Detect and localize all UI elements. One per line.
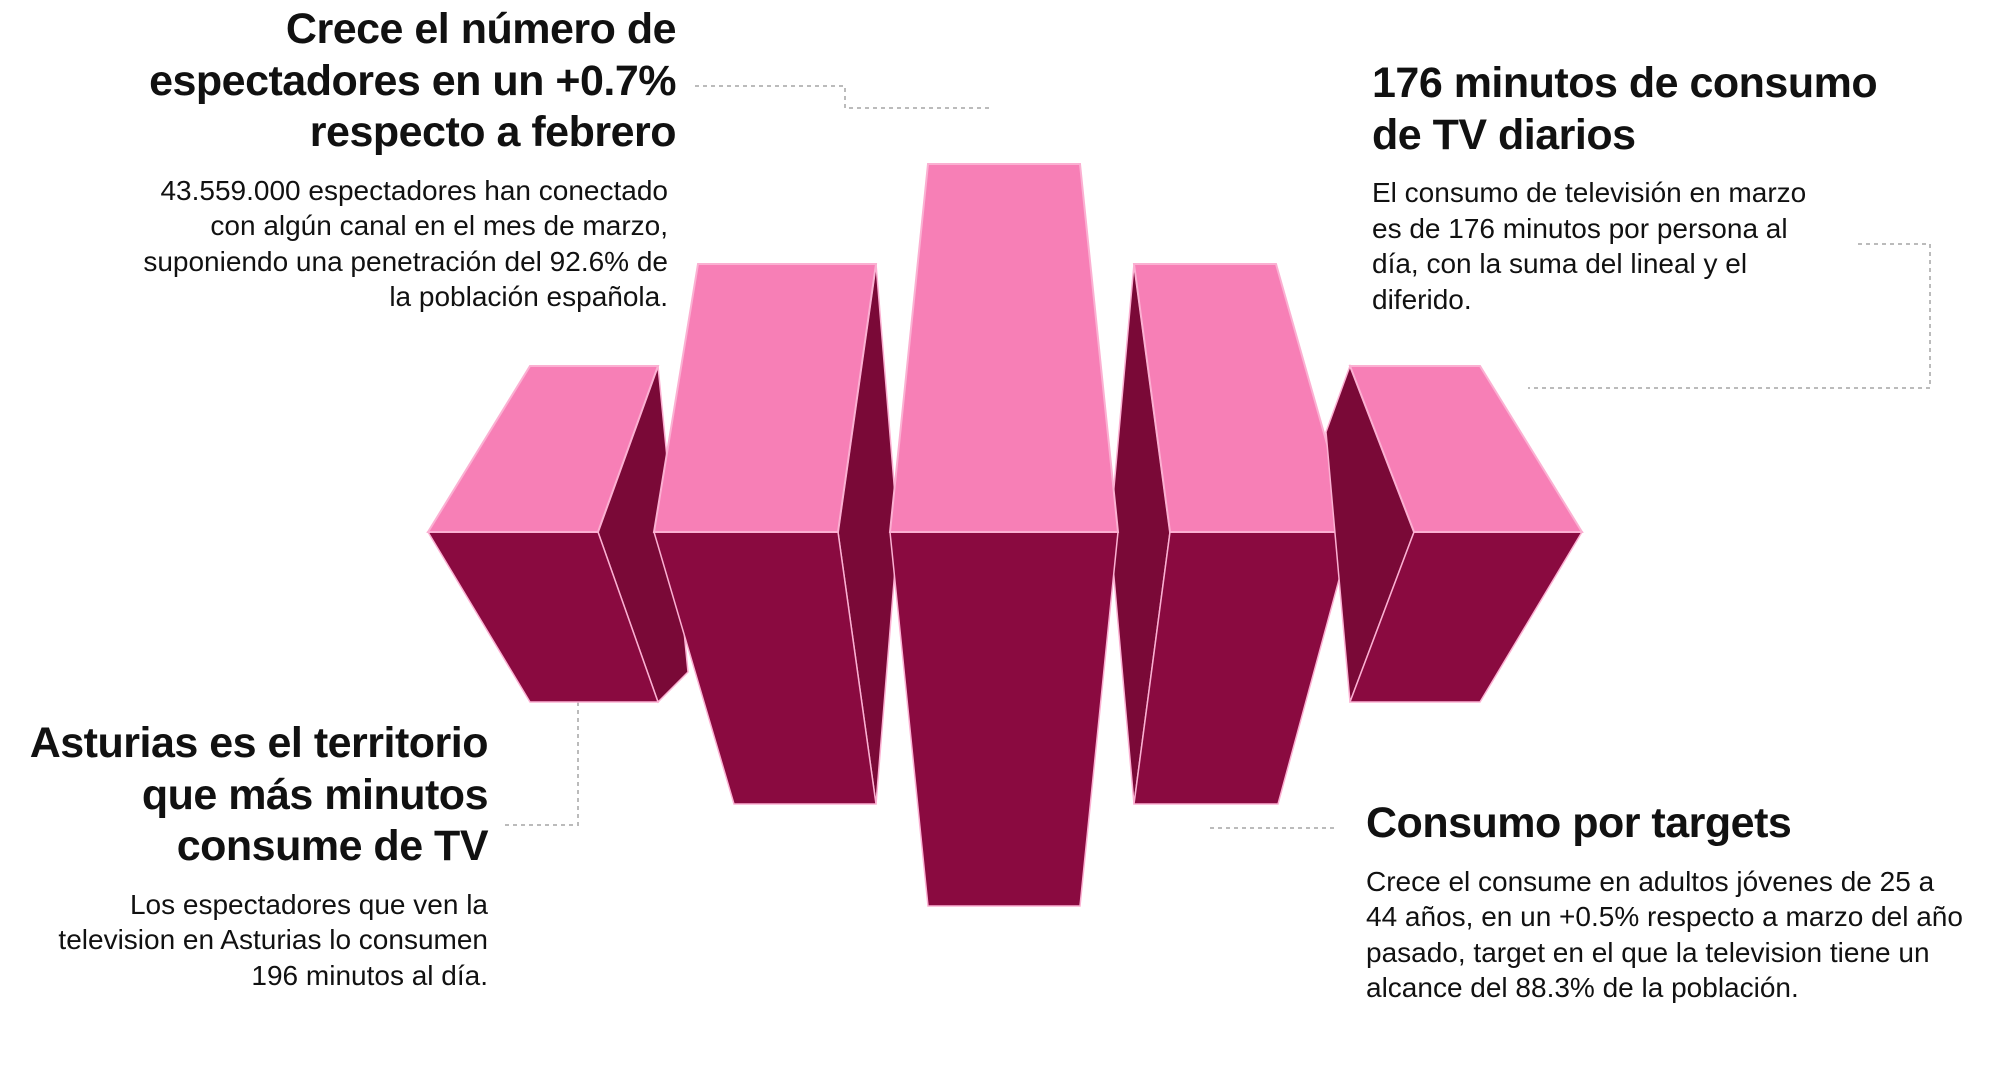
callout-asturias-title: Asturias es el territorio que más minuto… — [29, 719, 489, 871]
callout-minutes: 176 minutos de consumo de TV diarios El … — [1372, 58, 1932, 317]
callout-minutes-title: 176 minutos de consumo de TV diarios — [1372, 59, 1878, 159]
callout-viewers-body: 43.559.000 espectadores han conectado co… — [143, 174, 668, 313]
callout-viewers: Crece el número de espectadores en un +0… — [60, 4, 676, 315]
bar-4 — [1109, 263, 1354, 805]
leader-minutes — [1528, 243, 1931, 389]
leader-asturias — [505, 638, 579, 826]
bar-2 — [652, 263, 899, 805]
callout-asturias: Asturias es el territorio que más minuto… — [0, 718, 489, 993]
callout-asturias-body: Los espectadores que ven la television e… — [58, 888, 488, 991]
leader-lines — [505, 85, 1931, 829]
leader-viewers — [695, 85, 992, 109]
callout-targets-body: Crece el consume en adultos jóvenes de 2… — [1366, 865, 1963, 1004]
callout-targets-title: Consumo por targets — [1366, 799, 1792, 847]
bar-3 — [888, 163, 1120, 907]
bar-group — [426, 163, 1584, 907]
bar-1 — [426, 365, 689, 704]
callout-minutes-body: El consumo de televisión en marzo es de … — [1372, 177, 1807, 315]
callout-targets: Consumo por targets Crece el consume en … — [1366, 798, 1996, 1006]
bar-5 — [1325, 363, 1584, 703]
callout-viewers-title: Crece el número de espectadores en un +0… — [149, 5, 676, 157]
